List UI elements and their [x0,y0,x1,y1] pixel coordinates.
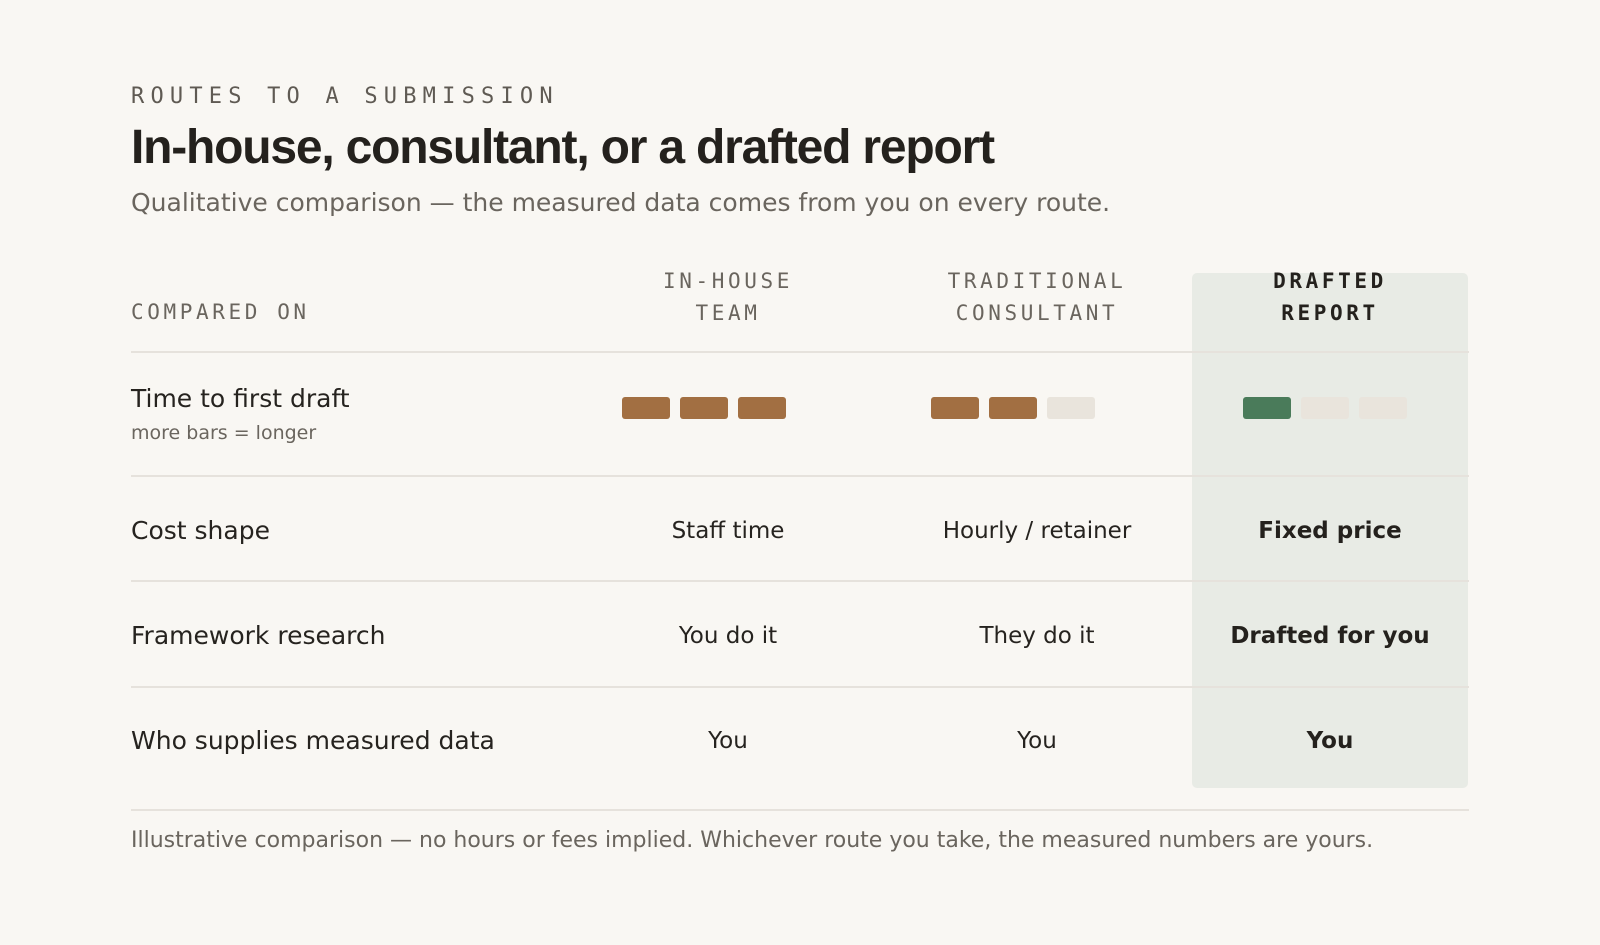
column-header-line: DRAFTED [1273,269,1387,293]
cell-cost-consultant: Hourly / retainer [942,518,1132,544]
bars-drafted-report [1243,397,1407,419]
bar-filled [989,397,1037,419]
bars-in-house [622,397,786,419]
row-divider [131,351,1469,353]
row-divider [131,686,1469,688]
cell-data-drafted-report: You [1306,728,1354,754]
page-title: In-house, consultant, or a drafted repor… [131,121,995,174]
compared-on-header: COMPARED ON [131,300,310,324]
cell-research-drafted-report: Drafted for you [1230,623,1430,649]
row-note-bars-legend: more bars = longer [131,422,317,444]
row-label-cost-shape: Cost shape [131,516,270,545]
cell-data-in-house: You [708,728,748,754]
bar-empty [1359,397,1407,419]
cell-cost-in-house: Staff time [671,518,785,544]
bar-filled [738,397,786,419]
column-header-line: IN-HOUSE [663,269,793,293]
column-header-line: REPORT [1281,301,1379,325]
bar-empty [1301,397,1349,419]
column-header-in-house: IN-HOUSE TEAM [590,265,866,329]
bars-consultant [931,397,1095,419]
cell-research-consultant: They do it [979,623,1095,649]
bar-filled [680,397,728,419]
row-divider [131,475,1469,477]
cell-cost-drafted-report: Fixed price [1258,518,1402,544]
cell-research-in-house: You do it [678,623,778,649]
bar-filled [622,397,670,419]
column-header-line: TEAM [695,301,761,325]
column-header-line: CONSULTANT [955,301,1119,325]
column-header-drafted-report: DRAFTED REPORT [1192,265,1468,329]
bar-empty [1047,397,1095,419]
footer-divider [131,809,1469,811]
highlight-column-background [1192,273,1468,788]
column-header-consultant: TRADITIONAL CONSULTANT [899,265,1175,329]
row-label-time-to-first-draft: Time to first draft [131,384,350,413]
cell-data-consultant: You [1017,728,1057,754]
eyebrow-label: ROUTES TO A SUBMISSION [131,84,559,109]
row-label-measured-data: Who supplies measured data [131,726,495,755]
bar-filled [1243,397,1291,419]
page-subtitle: Qualitative comparison — the measured da… [131,188,1111,217]
row-divider [131,580,1469,582]
column-header-line: TRADITIONAL [947,269,1127,293]
row-label-framework-research: Framework research [131,621,386,650]
footnote: Illustrative comparison — no hours or fe… [131,828,1374,853]
bar-filled [931,397,979,419]
